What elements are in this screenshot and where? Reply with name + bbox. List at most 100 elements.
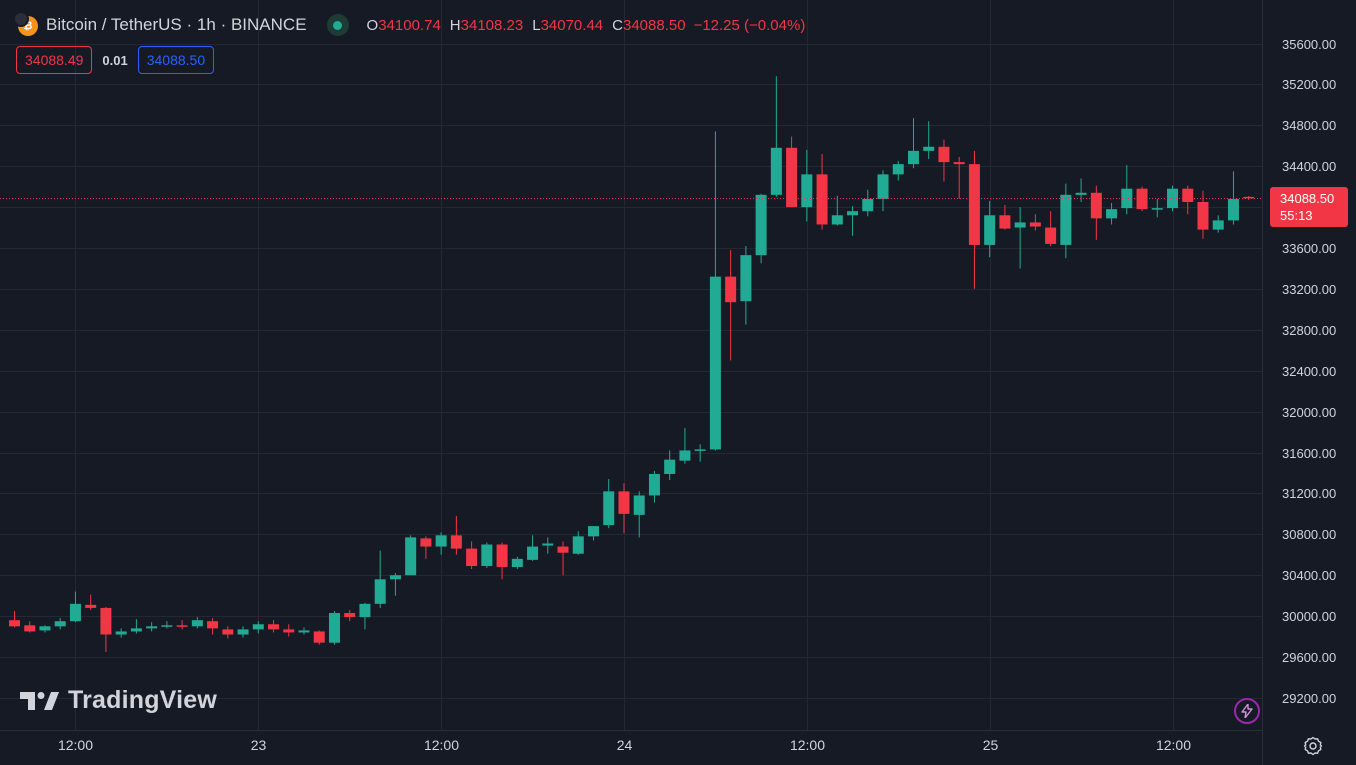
candle-body [1167, 188, 1179, 209]
price-axis-label: 35600.00 [1282, 37, 1336, 52]
interval-label[interactable]: 1h [196, 15, 216, 34]
low-value: 34070.44 [540, 16, 604, 34]
candle-body [24, 625, 36, 632]
time-axis-label: 12:00 [790, 737, 825, 753]
candle-body [588, 526, 600, 537]
price-axis-label: 32800.00 [1282, 323, 1336, 338]
candle-body [1075, 192, 1087, 195]
open-value: 34100.74 [378, 16, 441, 34]
price-axis-label: 34400.00 [1282, 159, 1336, 174]
candle-body [1243, 196, 1255, 199]
candle-body [298, 630, 310, 633]
candle-body [1227, 198, 1239, 221]
open-label: O [366, 16, 379, 34]
candle-body [938, 146, 950, 163]
bitcoin-icon: ₿ [13, 11, 38, 36]
candle-body [496, 544, 508, 568]
tradingview-logo[interactable]: TradingView [20, 686, 217, 715]
candle-body [405, 537, 417, 576]
last-price-tag: 34088.50 55:13 [1270, 187, 1348, 227]
exchange-label: BINANCE [230, 15, 307, 34]
market-status-indicator[interactable] [326, 14, 349, 36]
lightning-icon[interactable] [1234, 698, 1260, 724]
candle-body [862, 198, 874, 212]
candle-body [953, 162, 965, 165]
tradingview-logo-icon [20, 691, 59, 710]
candle-body [511, 558, 523, 568]
time-axis-label: 12:00 [1156, 737, 1191, 753]
candle-body [679, 450, 691, 461]
buy-button[interactable]: 34088.50 [137, 46, 215, 74]
price-axis-label: 34800.00 [1282, 118, 1336, 133]
candle-body [755, 194, 767, 256]
close-label: C [612, 16, 623, 34]
candle-body [207, 621, 219, 629]
candle-body [252, 624, 264, 630]
candle-body [694, 449, 706, 451]
time-axis-label: 12:00 [58, 737, 93, 753]
candle-body [740, 255, 752, 302]
candle-body [633, 495, 645, 515]
time-axis-label: 24 [617, 737, 633, 753]
bar-countdown: 55:13 [1280, 208, 1313, 223]
symbol-name[interactable]: Bitcoin / TetherUS [46, 15, 182, 34]
candle-body [237, 629, 249, 635]
separator-dot: · [220, 15, 227, 34]
price-axis-label: 33200.00 [1282, 282, 1336, 297]
candle-body [801, 174, 813, 208]
candle-body [374, 579, 386, 604]
price-axis-label: 33600.00 [1282, 241, 1336, 256]
price-axis-label: 32000.00 [1282, 405, 1336, 420]
candle-body [618, 491, 630, 514]
price-axis-label: 29600.00 [1282, 650, 1336, 665]
price-axis-label: 30800.00 [1282, 527, 1336, 542]
candle-body [557, 546, 569, 553]
candle-body [115, 631, 127, 635]
candle-body [130, 628, 142, 632]
candle-body [161, 625, 173, 627]
gear-icon[interactable] [1302, 735, 1324, 757]
candle-body [389, 575, 401, 580]
candle-body [1045, 227, 1057, 244]
price-axis-label: 29200.00 [1282, 691, 1336, 706]
candle-body [344, 613, 356, 618]
candle-body [542, 543, 554, 546]
candle-body [146, 626, 158, 629]
candle-body [435, 535, 447, 547]
price-axis-label: 31600.00 [1282, 446, 1336, 461]
candle-body [999, 215, 1011, 229]
high-label: H [449, 16, 461, 34]
candle-body [984, 215, 996, 245]
price-axis-label: 31200.00 [1282, 486, 1336, 501]
quote-row: 34088.49 0.01 34088.50 [16, 46, 215, 74]
candle-body [786, 147, 798, 208]
candle-body [69, 603, 81, 622]
candle-body [877, 174, 889, 199]
change-value: −12.25 (−0.04%) [693, 16, 806, 34]
candle-body [603, 491, 615, 526]
candle-body [268, 624, 280, 630]
separator-dot: · [186, 15, 193, 34]
candle-body [709, 276, 721, 450]
candle-body [85, 604, 97, 608]
candle-body [847, 211, 859, 216]
candle-body [892, 164, 904, 175]
candle-body [1136, 188, 1148, 210]
ohlc-values: O 34100.74 H 34108.23 L 34070.44 C 34088.50 … [367, 17, 806, 34]
logo-text: TradingView [68, 686, 218, 714]
price-axis-label: 30000.00 [1282, 609, 1336, 624]
high-value: 34108.23 [460, 16, 524, 34]
sell-button[interactable]: 34088.49 [16, 46, 93, 74]
price-axis-label: 35200.00 [1282, 77, 1336, 92]
candle-body [1090, 192, 1102, 219]
candle-body [450, 535, 462, 549]
candle-body [1151, 208, 1163, 210]
candle-body [816, 174, 828, 225]
price-axis-label: 30400.00 [1282, 568, 1336, 583]
candle-body [527, 546, 539, 560]
candle-body [1060, 194, 1072, 245]
time-axis-label: 12:00 [424, 737, 459, 753]
spread-value: 0.01 [102, 52, 128, 68]
